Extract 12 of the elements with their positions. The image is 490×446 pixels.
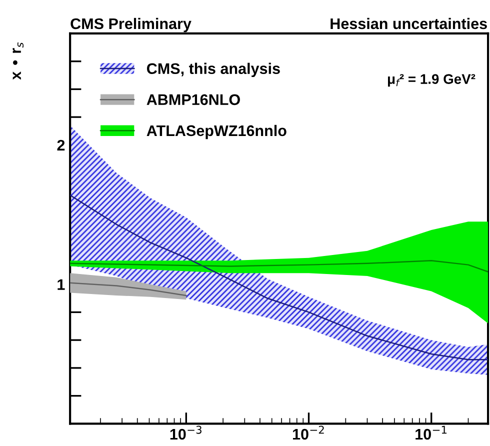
chart-subtitle: Hessian uncertainties [330,18,487,30]
x-tick-label: 10$^{−2}$ [292,426,324,440]
y-tick-label: 2 [57,140,65,150]
x-tick-label: 10$^{−1}$ [416,426,447,440]
annotation: μ$_{f}$² = 1.9 GeV² [388,74,476,87]
y-axis-title: x • r$_{s}$ [12,42,24,80]
y-tick-label: 1 [58,279,65,290]
legend-label: ATLASepWZ16nnlo [146,124,286,140]
legend-label: ABMP16NLO [146,94,240,106]
chart-title: CMS Preliminary [70,18,192,32]
x-tick-label: 10$^{−3}$ [170,426,202,440]
legend-label: CMS, this analysis [147,62,280,78]
